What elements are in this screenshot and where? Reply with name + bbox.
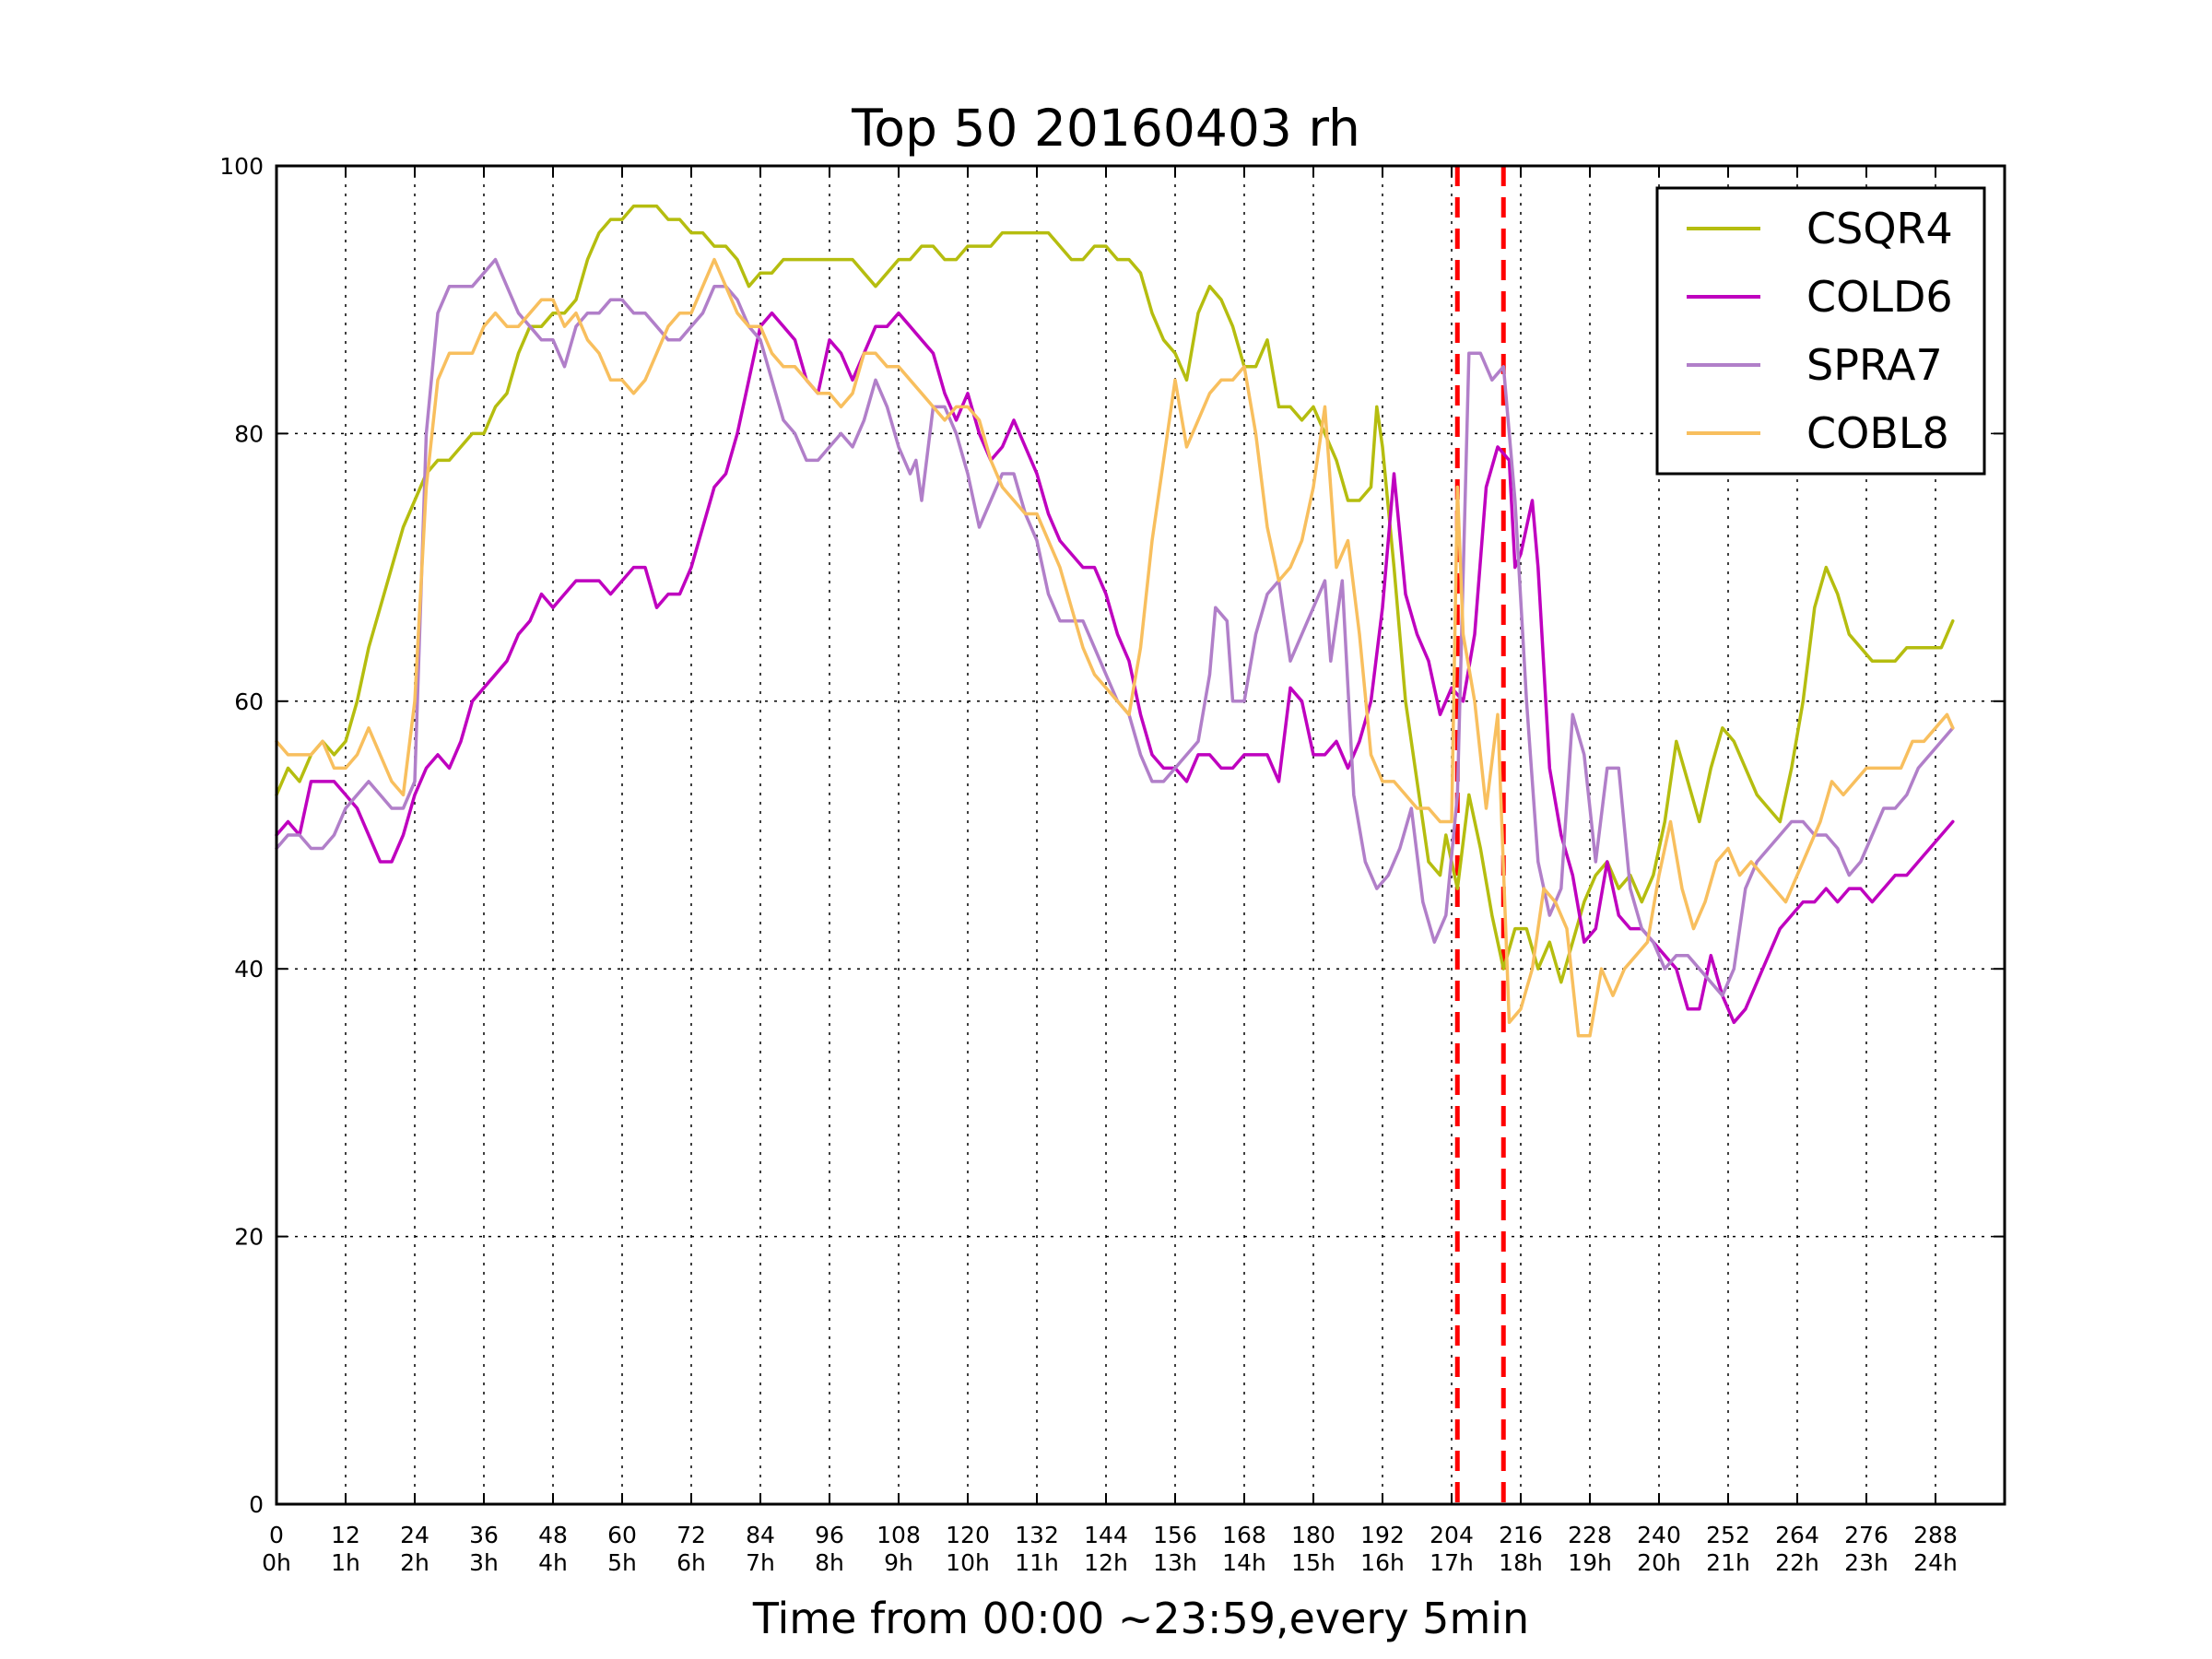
x-tick-sublabel: 16h	[1360, 1549, 1405, 1576]
x-tick-sublabel: 24h	[1913, 1549, 1958, 1576]
x-tick-label: 72	[677, 1522, 706, 1548]
y-tick-label: 0	[249, 1491, 264, 1518]
x-tick-label: 24	[400, 1522, 429, 1548]
x-tick-sublabel: 8h	[815, 1549, 844, 1576]
x-tick-sublabel: 6h	[677, 1549, 706, 1576]
x-tick-sublabel: 5h	[607, 1549, 637, 1576]
x-tick-label: 180	[1291, 1522, 1335, 1548]
x-tick-sublabel: 1h	[331, 1549, 360, 1576]
legend-label-spra7: SPRA7	[1806, 340, 1943, 390]
x-tick-sublabel: 14h	[1222, 1549, 1266, 1576]
x-tick-label: 96	[815, 1522, 844, 1548]
x-tick-label: 240	[1637, 1522, 1681, 1548]
x-tick-label: 36	[469, 1522, 499, 1548]
x-tick-sublabel: 18h	[1499, 1549, 1543, 1576]
x-tick-label: 216	[1499, 1522, 1543, 1548]
y-tick-label: 40	[234, 956, 264, 982]
x-tick-label: 204	[1430, 1522, 1474, 1548]
x-tick-sublabel: 13h	[1153, 1549, 1197, 1576]
x-tick-sublabel: 10h	[946, 1549, 990, 1576]
legend-box	[1655, 186, 1986, 476]
x-tick-label: 288	[1913, 1522, 1958, 1548]
legend-label-cobl8: COBL8	[1806, 408, 1949, 458]
x-tick-label: 108	[877, 1522, 921, 1548]
x-tick-label: 132	[1015, 1522, 1059, 1548]
legend: CSQR4 COLD6 SPRA7 COBL8	[1655, 186, 1986, 476]
x-tick-label: 12	[331, 1522, 360, 1548]
x-tick-sublabel: 17h	[1430, 1549, 1474, 1576]
y-tick-label: 100	[219, 153, 264, 180]
x-tick-sublabel: 12h	[1084, 1549, 1128, 1576]
x-tick-label: 228	[1568, 1522, 1612, 1548]
x-tick-sublabel: 15h	[1291, 1549, 1335, 1576]
x-tick-label: 84	[746, 1522, 775, 1548]
x-tick-sublabel: 4h	[538, 1549, 568, 1576]
series-line-cobl8	[275, 257, 1955, 1038]
x-tick-sublabel: 22h	[1775, 1549, 1819, 1576]
plot-frame	[275, 164, 2006, 1506]
x-tick-label: 264	[1775, 1522, 1819, 1548]
x-tick-label: 60	[607, 1522, 637, 1548]
x-tick-label: 168	[1222, 1522, 1266, 1548]
x-axis-label: Time from 00:00 ~23:59,every 5min	[752, 1594, 1529, 1643]
x-tick-label: 0	[269, 1522, 284, 1548]
legend-label-csqr4: CSQR4	[1806, 204, 1953, 253]
legend-label-cold6: COLD6	[1806, 272, 1953, 322]
axis-ticks: 00h121h242h363h484h605h726h847h968h1089h…	[219, 153, 2005, 1576]
x-tick-label: 252	[1706, 1522, 1750, 1548]
x-tick-label: 144	[1084, 1522, 1128, 1548]
series-lines	[275, 204, 1955, 1038]
x-tick-sublabel: 11h	[1015, 1549, 1059, 1576]
x-tick-sublabel: 20h	[1637, 1549, 1681, 1576]
x-tick-label: 48	[538, 1522, 568, 1548]
x-tick-sublabel: 2h	[400, 1549, 429, 1576]
x-tick-label: 120	[946, 1522, 990, 1548]
x-tick-sublabel: 3h	[469, 1549, 499, 1576]
x-tick-sublabel: 9h	[884, 1549, 913, 1576]
x-tick-label: 276	[1844, 1522, 1888, 1548]
chart-title: Top 50 20160403 rh	[851, 99, 1360, 158]
x-tick-sublabel: 7h	[746, 1549, 775, 1576]
x-tick-sublabel: 21h	[1706, 1549, 1750, 1576]
x-tick-label: 192	[1360, 1522, 1405, 1548]
x-tick-sublabel: 0h	[262, 1549, 291, 1576]
x-tick-sublabel: 19h	[1568, 1549, 1612, 1576]
x-tick-sublabel: 23h	[1844, 1549, 1888, 1576]
y-tick-label: 80	[234, 420, 264, 447]
y-tick-label: 20	[234, 1224, 264, 1251]
y-tick-label: 60	[234, 688, 264, 715]
x-tick-label: 156	[1153, 1522, 1197, 1548]
